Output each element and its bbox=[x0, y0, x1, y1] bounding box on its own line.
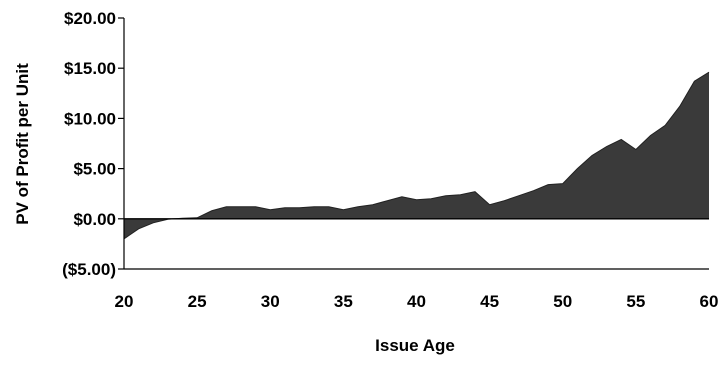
y-tick-label: $15.00 bbox=[64, 59, 116, 78]
y-axis-title: PV of Profit per Unit bbox=[13, 63, 32, 225]
y-tick-label: $0.00 bbox=[73, 210, 116, 229]
y-tick-label: $5.00 bbox=[73, 160, 116, 179]
axis-layer bbox=[118, 17, 709, 270]
y-tick-label: $20.00 bbox=[64, 9, 116, 28]
profit-area bbox=[124, 72, 709, 239]
x-tick-label: 45 bbox=[480, 292, 499, 311]
x-tick-label: 25 bbox=[188, 292, 207, 311]
x-tick-label: 55 bbox=[626, 292, 645, 311]
x-tick-label: 40 bbox=[407, 292, 426, 311]
x-tick-label: 30 bbox=[261, 292, 280, 311]
x-tick-label: 60 bbox=[700, 292, 719, 311]
x-axis-title: Issue Age bbox=[375, 336, 455, 355]
area-layer bbox=[123, 71, 710, 240]
tick-label-layer: $20.00 $15.00 $10.00 $5.00 $0.00 ($5.00) 20 25 3… bbox=[62, 9, 718, 311]
profit-series-line bbox=[123, 71, 710, 240]
x-tick-label: 20 bbox=[115, 292, 134, 311]
x-tick-label: 35 bbox=[334, 292, 353, 311]
y-tick-label: $10.00 bbox=[64, 109, 116, 128]
x-tick-label: 50 bbox=[553, 292, 572, 311]
y-tick-label: ($5.00) bbox=[62, 260, 116, 279]
